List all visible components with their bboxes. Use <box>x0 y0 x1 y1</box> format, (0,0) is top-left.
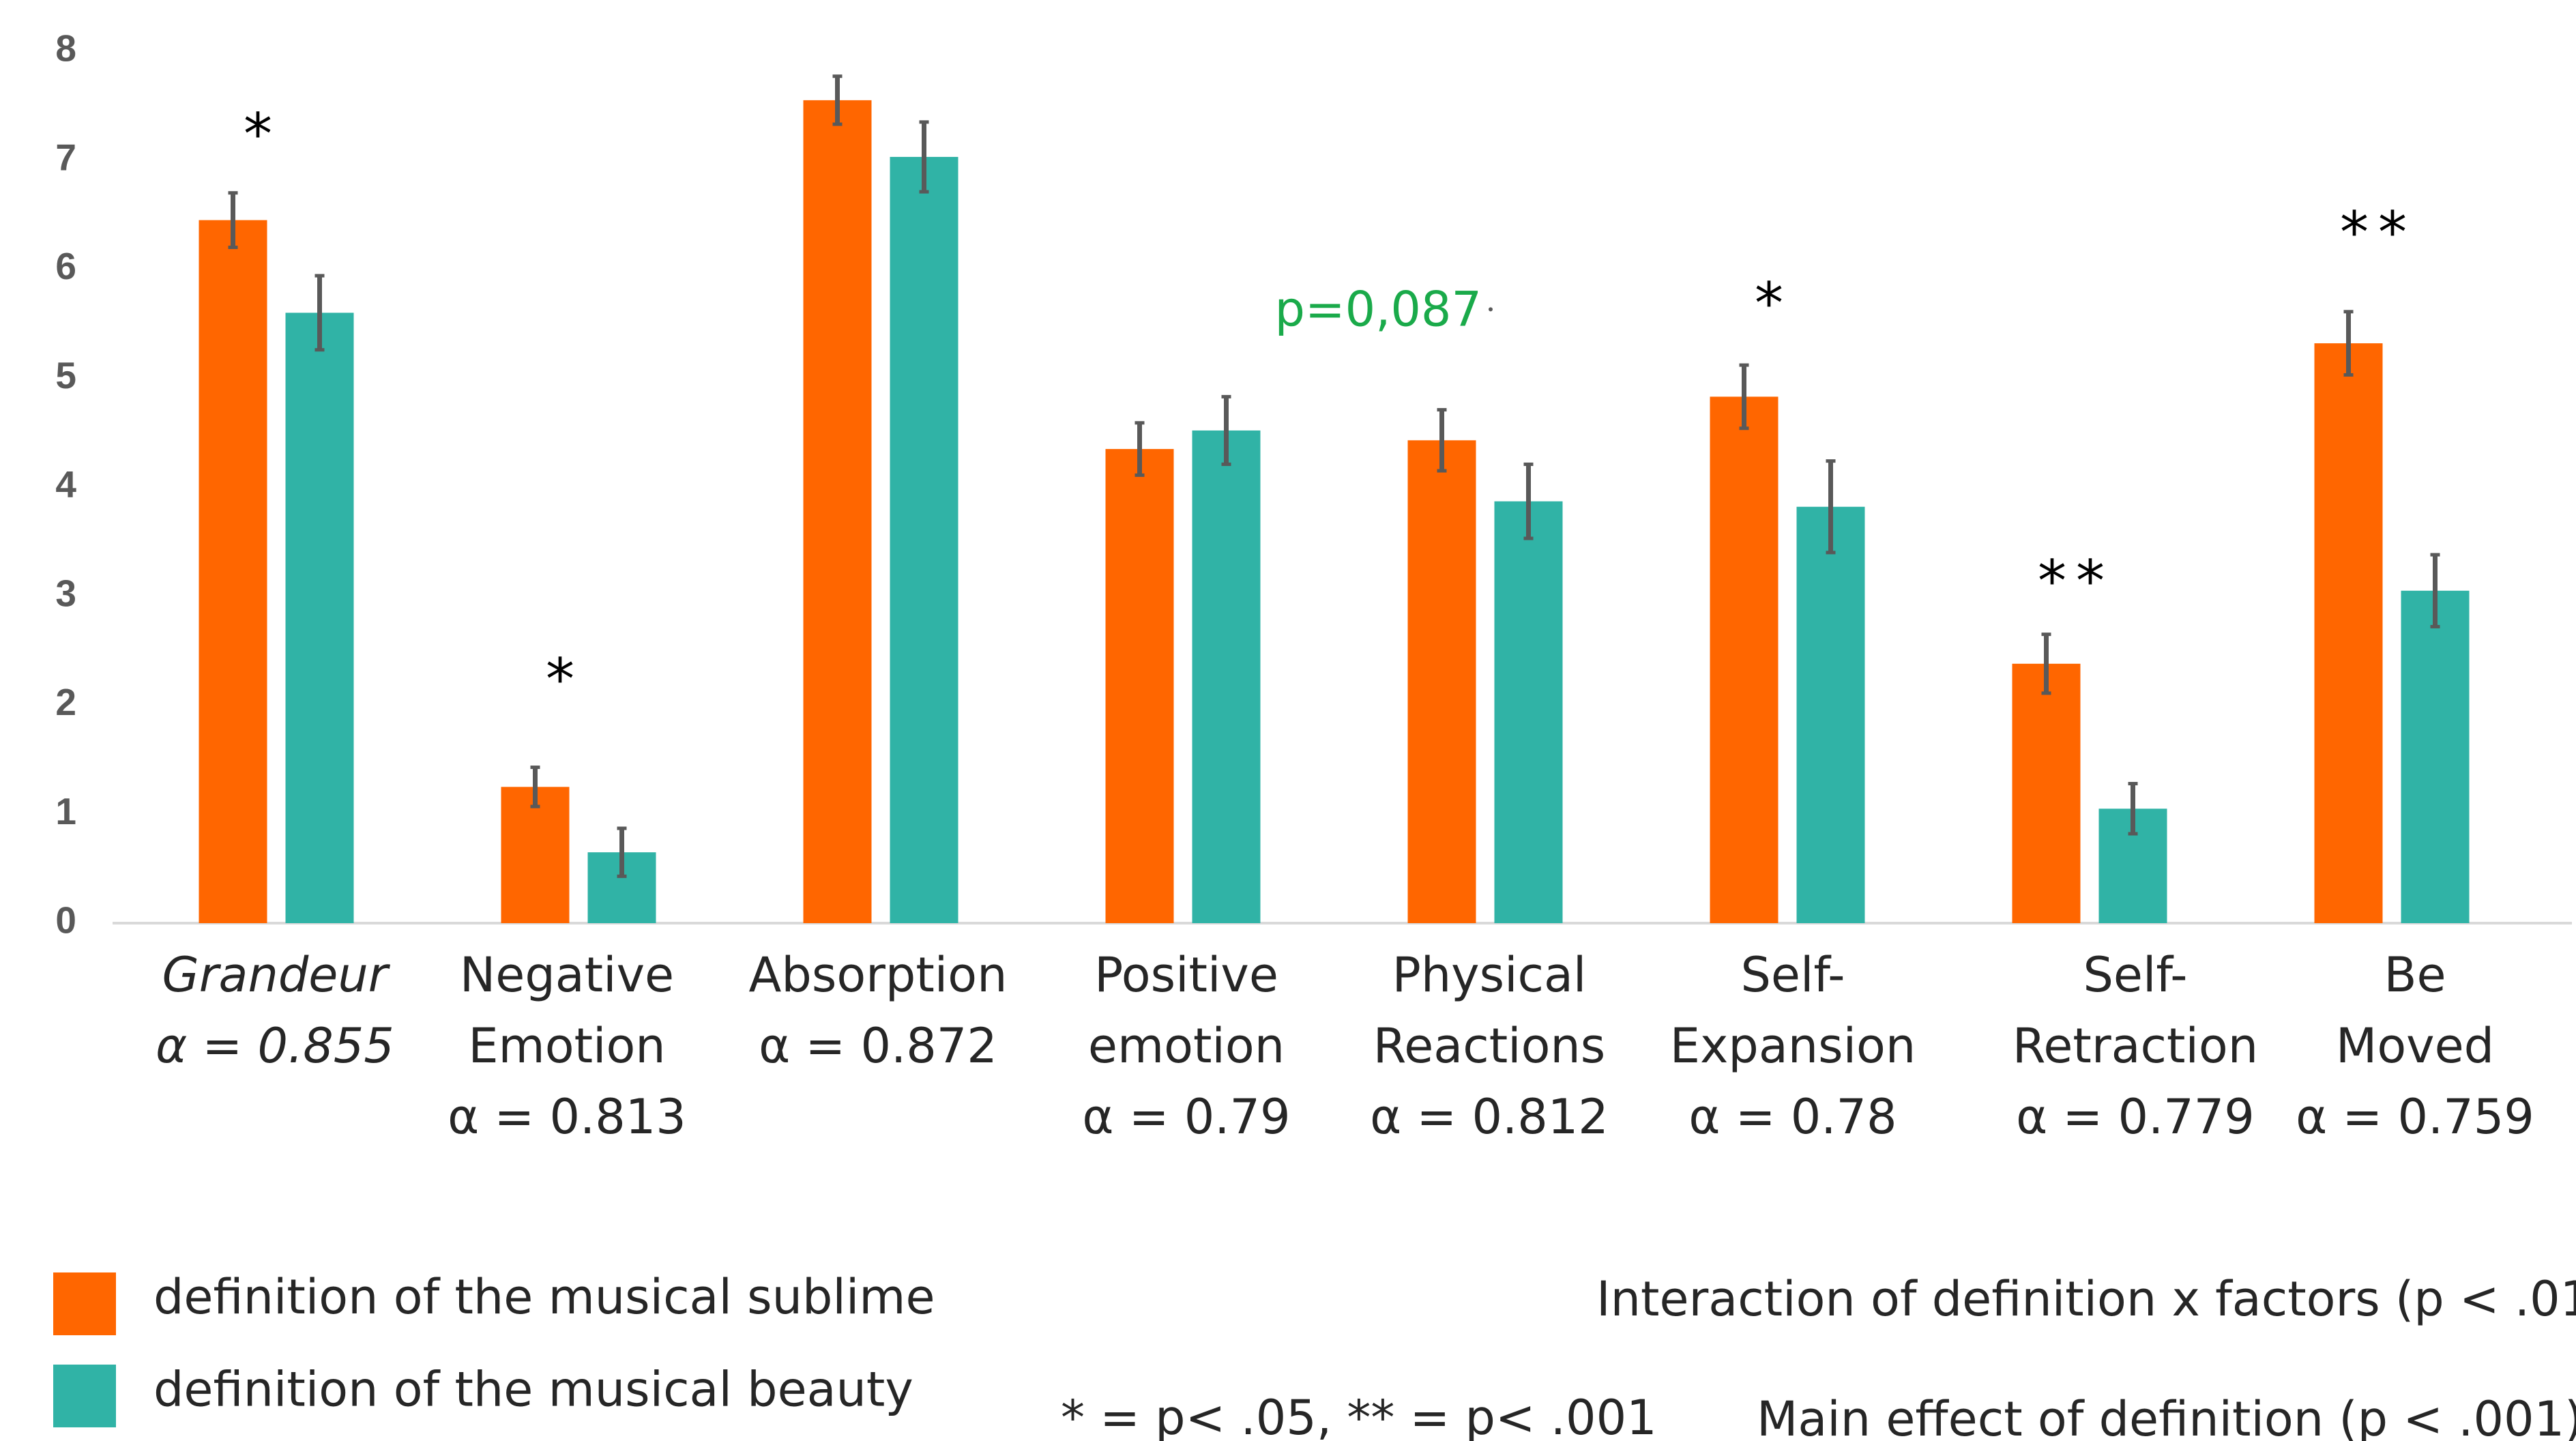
significance-star: * <box>546 645 584 712</box>
category-name: Grandeur <box>162 947 391 1003</box>
bar-beauty <box>1192 430 1261 923</box>
category-name: Retraction <box>2012 1018 2258 1074</box>
bar-sublime <box>199 220 267 923</box>
legend-swatch-sublime <box>53 1272 116 1335</box>
y-tick-label: 8 <box>55 27 76 70</box>
category-label: Physical Reactions α = 0.812 <box>1370 947 1609 1145</box>
category-name: Expansion <box>1670 1018 1916 1074</box>
y-tick-label: 0 <box>55 899 76 942</box>
y-tick-label: 1 <box>55 790 76 832</box>
category-label: Grandeur α = 0.855 <box>156 947 394 1074</box>
error-bar <box>1221 394 1231 466</box>
error-bar <box>1523 462 1534 540</box>
y-tick-label: 2 <box>55 681 76 723</box>
error-bar <box>1135 421 1145 477</box>
category-alpha: α = 0.79 <box>1082 1089 1290 1145</box>
significance-star: * <box>244 101 282 168</box>
category-label: Be Moved α = 0.759 <box>2296 947 2534 1145</box>
bar-sublime <box>803 100 872 924</box>
legend-label-sublime: definition of the musical sublime <box>153 1269 935 1325</box>
y-tick-label: 5 <box>55 354 76 396</box>
error-bars <box>228 74 2440 878</box>
category-alpha: α = 0.813 <box>448 1089 686 1145</box>
category-name: emotion <box>1088 1018 1285 1074</box>
category-name: Emotion <box>468 1018 665 1074</box>
bar-beauty <box>2401 590 2470 923</box>
category-name: Self- <box>2083 947 2187 1003</box>
error-bar <box>2343 310 2354 377</box>
error-bar <box>2128 782 2138 836</box>
significance-annotations: **p=0,087 ***** <box>244 101 2416 713</box>
significance-star: * <box>1755 270 1793 336</box>
legend-swatch-beauty <box>53 1365 116 1427</box>
bar-sublime <box>1710 396 1779 923</box>
y-tick-label: 3 <box>55 572 76 614</box>
p-value-annotation: p=0,087 <box>1275 281 1482 337</box>
category-label: Self- Expansion α = 0.78 <box>1670 947 1916 1145</box>
category-alpha: α = 0.759 <box>2296 1089 2534 1145</box>
category-label: Absorption α = 0.872 <box>749 947 1008 1074</box>
category-alpha: α = 0.779 <box>2016 1089 2255 1145</box>
significance-note: * = p< .05, ** = p< .001 <box>1061 1390 1657 1441</box>
bar-sublime <box>1407 440 1476 923</box>
error-bar <box>530 766 540 809</box>
bar-beauty <box>890 156 958 923</box>
category-name: Absorption <box>749 947 1008 1003</box>
category-label: Negative Emotion α = 0.813 <box>448 947 686 1145</box>
main-effect-note: Main effect of definition (p < .001). <box>1757 1391 2576 1441</box>
legend-label-beauty: definition of the musical beauty <box>153 1362 913 1418</box>
dot-marker <box>1489 307 1493 312</box>
y-tick-label: 6 <box>55 245 76 287</box>
category-alpha: α = 0.855 <box>156 1018 394 1074</box>
bar-beauty <box>285 312 354 923</box>
y-tick-label: 4 <box>55 463 76 506</box>
category-name: Moved <box>2336 1018 2494 1074</box>
category-alpha: α = 0.872 <box>759 1018 997 1074</box>
category-label: Self- Retraction α = 0.779 <box>2012 947 2258 1145</box>
error-bar <box>2041 632 2051 695</box>
category-name: Physical <box>1392 947 1587 1003</box>
bar-beauty <box>1796 506 1865 923</box>
error-bar <box>919 120 929 194</box>
bar-sublime <box>2012 663 2081 923</box>
category-name: Negative <box>460 947 674 1003</box>
category-name: Be <box>2384 947 2446 1003</box>
bar-beauty <box>1494 501 1563 923</box>
category-labels: Grandeur α = 0.855 Negative Emotion α = 0.81… <box>156 947 2534 1145</box>
error-bar <box>1739 363 1749 431</box>
error-bar <box>1826 459 1836 555</box>
bar-sublime <box>2314 343 2383 923</box>
bar-sublime <box>1105 449 1174 923</box>
error-bar <box>314 274 325 352</box>
category-label: Positive emotion α = 0.79 <box>1082 947 1290 1145</box>
significance-star: ** <box>2038 548 2114 615</box>
y-axis: 0 1 2 3 4 5 6 7 8 <box>55 27 76 942</box>
interaction-note: Interaction of definition x factors (p <… <box>1596 1271 2576 1327</box>
error-bar <box>1437 408 1447 473</box>
category-name: Positive <box>1094 947 1278 1003</box>
bar-sublime <box>501 787 570 923</box>
bars <box>199 100 2470 924</box>
error-bar <box>832 74 843 126</box>
category-alpha: α = 0.78 <box>1688 1089 1897 1145</box>
y-tick-label: 7 <box>55 136 76 178</box>
error-bar <box>617 826 627 878</box>
significance-star: ** <box>2340 199 2416 266</box>
category-alpha: α = 0.812 <box>1370 1089 1609 1145</box>
error-bar <box>2430 553 2440 628</box>
legend: definition of the musical sublime defini… <box>53 1269 935 1427</box>
category-name: Reactions <box>1373 1018 1606 1074</box>
error-bar <box>228 191 238 250</box>
category-name: Self- <box>1740 947 1845 1003</box>
